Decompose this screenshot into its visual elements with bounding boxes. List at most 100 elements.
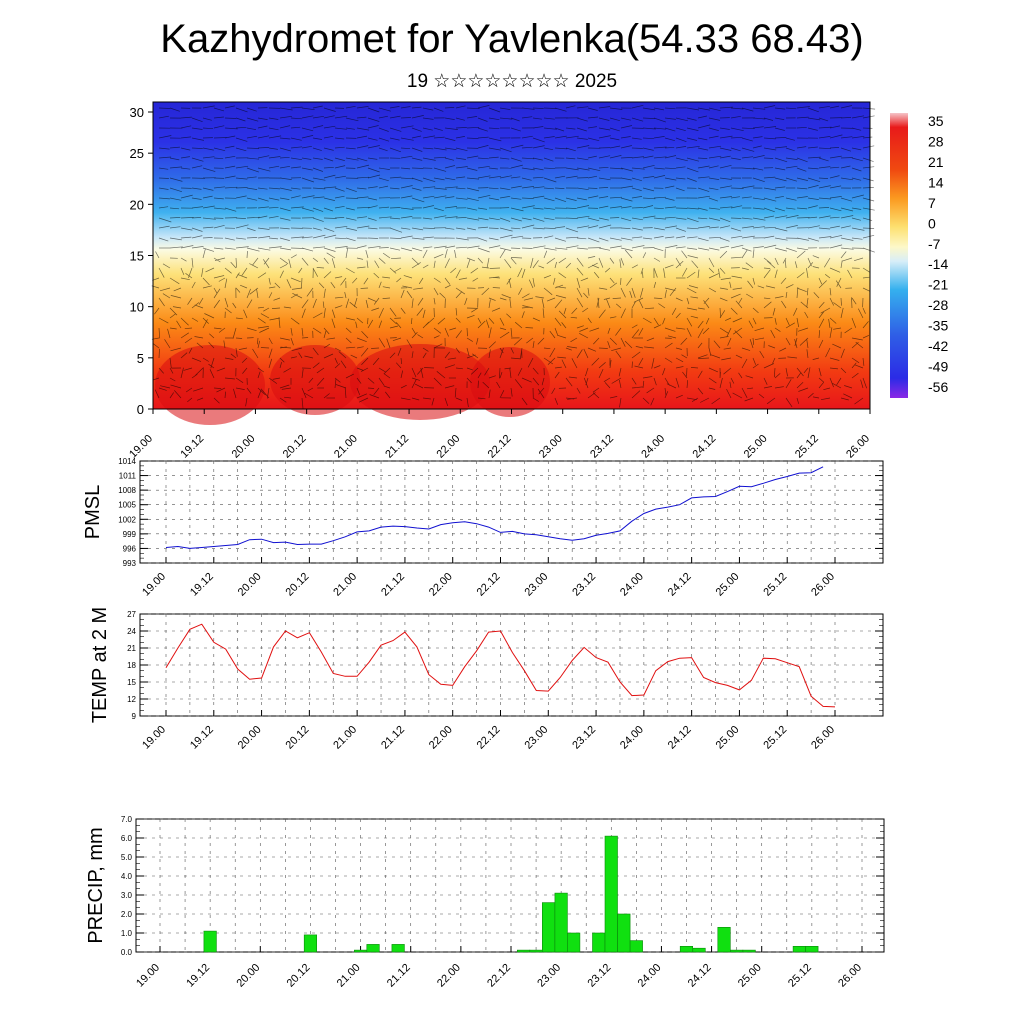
wind-vector (290, 356, 297, 359)
wind-vector (411, 167, 424, 169)
wind-vector (697, 124, 711, 129)
wind-vector (752, 226, 765, 229)
chart-title: Kazhydromet for Yavlenka(54.33 68.43) (160, 17, 864, 61)
wind-vector (455, 367, 463, 370)
wind-vector (754, 337, 765, 341)
wind-vector (738, 297, 743, 304)
wind-vector (454, 250, 457, 259)
wind-vector (173, 287, 182, 292)
wind-vector (796, 382, 804, 389)
wind-vector (213, 299, 220, 309)
wind-vector (180, 125, 192, 129)
wind-vector (411, 377, 421, 381)
wind-vector (829, 225, 840, 229)
wind-vector (840, 177, 854, 181)
wind-vector (411, 187, 422, 191)
wind-vector (521, 247, 533, 249)
wind-vector (680, 337, 688, 345)
wind-vector (741, 387, 748, 398)
wind-vector (565, 175, 578, 179)
wind-vector (631, 390, 641, 399)
wind-vector (301, 257, 309, 266)
wind-vector (466, 258, 471, 269)
precip-bar (516, 949, 531, 953)
wind-vector (862, 115, 875, 119)
wind-vector (345, 197, 358, 199)
wind-vector (708, 127, 719, 131)
wind-vector (807, 367, 811, 379)
wind-vector (521, 186, 535, 189)
wind-vector (640, 267, 644, 275)
chart-subtitle: 19 ☆☆☆☆☆☆☆☆ 2025 (406, 71, 618, 92)
wind-vector (279, 147, 291, 152)
wind-vector (719, 106, 733, 109)
panel-y-tick-label: 6.0 (121, 834, 133, 843)
wind-vector (323, 353, 334, 359)
wind-vector (191, 206, 204, 209)
wind-vector (499, 249, 506, 259)
wind-vector (499, 107, 511, 110)
wind-vector (290, 106, 303, 109)
wind-vector (686, 297, 690, 305)
wind-vector (732, 392, 743, 399)
wind-vector (723, 347, 732, 350)
wind-vector (290, 206, 304, 209)
wind-vector (213, 137, 227, 139)
wind-vector (158, 187, 169, 190)
wind-vector (804, 311, 809, 319)
wind-vector (400, 247, 413, 252)
wind-vector (400, 216, 413, 219)
wind-vector (818, 185, 831, 189)
wind-vector (521, 377, 532, 383)
wind-vector (779, 347, 787, 352)
wind-vector (466, 177, 480, 180)
wind-vector (466, 245, 480, 249)
wind-vector (653, 317, 659, 326)
wind-vector (499, 147, 512, 153)
wind-vector (818, 126, 832, 129)
wind-vector (723, 367, 732, 375)
wind-vector (697, 137, 708, 141)
wind-vector (365, 250, 369, 259)
wind-vector (400, 177, 414, 180)
wind-vector (488, 137, 502, 142)
wind-vector (268, 127, 279, 131)
wind-vector (752, 246, 764, 249)
colorbar-label: 0 (928, 215, 936, 231)
wind-vector (361, 330, 369, 339)
wind-vector (597, 297, 600, 309)
wind-vector (829, 287, 832, 296)
wind-vector (271, 307, 281, 309)
wind-vector (318, 282, 325, 289)
wind-vector (794, 261, 798, 269)
wind-vector (383, 385, 391, 389)
wind-vector (191, 187, 202, 190)
wind-vector (312, 267, 319, 277)
wind-vector (389, 227, 403, 233)
wind-vector (675, 187, 685, 192)
wind-vector (765, 285, 776, 289)
wind-vector (334, 296, 344, 299)
wind-vector (620, 217, 632, 222)
wind-vector (466, 227, 476, 231)
wind-vector (619, 259, 622, 269)
wind-vector (367, 125, 379, 129)
wind-vector (510, 217, 522, 222)
wind-vector (312, 167, 324, 172)
panel-x-tick-label: 25.12 (786, 962, 814, 990)
wind-vector (411, 106, 422, 109)
colorbar-label: 35 (928, 113, 944, 129)
wind-vector (433, 127, 443, 131)
wind-vector (411, 237, 425, 240)
wind-vector (312, 196, 325, 199)
precip-bar (391, 944, 405, 953)
wind-vector (748, 320, 754, 329)
colorbar-label: 7 (928, 195, 936, 211)
wind-vector (499, 390, 505, 399)
wind-vector (382, 297, 391, 299)
wind-vector (730, 235, 743, 239)
wind-vector (774, 157, 788, 163)
wind-vector (686, 247, 698, 250)
wind-vector (345, 247, 349, 259)
colorbar-label: -56 (928, 379, 948, 395)
